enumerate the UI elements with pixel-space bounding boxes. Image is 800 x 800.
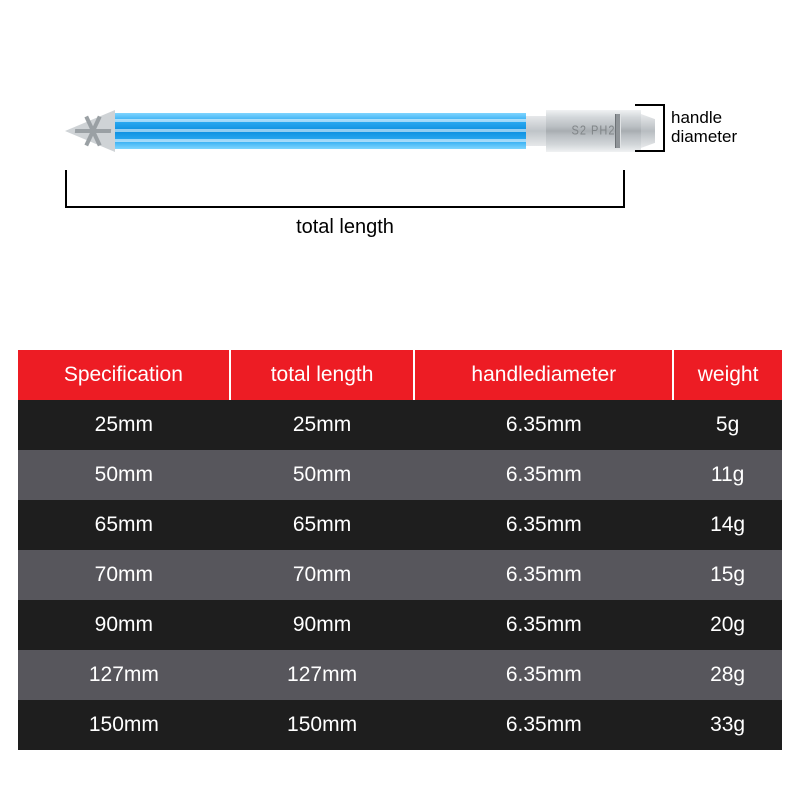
table-cell: 6.35mm	[414, 600, 673, 650]
table-cell: 11g	[673, 450, 782, 500]
column-header: handlediameter	[414, 350, 673, 400]
table-row: 65mm65mm6.35mm14g	[18, 500, 782, 550]
shank-groove-icon	[615, 114, 621, 148]
table-cell: 90mm	[230, 600, 415, 650]
table-body: 25mm25mm6.35mm5g50mm50mm6.35mm11g65mm65m…	[18, 400, 782, 750]
hex-shank: S2 PH2	[546, 110, 641, 152]
table-row: 150mm150mm6.35mm33g	[18, 700, 782, 750]
bit-neck	[526, 116, 546, 146]
table-row: 90mm90mm6.35mm20g	[18, 600, 782, 650]
table-cell: 50mm	[18, 450, 230, 500]
table-header: Specificationtotal lengthhandlediameterw…	[18, 350, 782, 400]
table-cell: 6.35mm	[414, 700, 673, 750]
table-cell: 28g	[673, 650, 782, 700]
table-cell: 6.35mm	[414, 550, 673, 600]
phillips-tip-icon	[65, 110, 115, 152]
table-cell: 70mm	[230, 550, 415, 600]
table-row: 127mm127mm6.35mm28g	[18, 650, 782, 700]
table-row: 70mm70mm6.35mm15g	[18, 550, 782, 600]
screwdriver-bit: S2 PH2	[65, 110, 655, 152]
table-row: 50mm50mm6.35mm11g	[18, 450, 782, 500]
dimension-handle-diameter-label: handle diameter	[671, 108, 737, 146]
table-cell: 25mm	[18, 400, 230, 450]
dimension-handle-diameter: handle diameter	[635, 104, 745, 164]
dimension-total-length: total length	[65, 170, 625, 230]
table-cell: 25mm	[230, 400, 415, 450]
table-cell: 6.35mm	[414, 650, 673, 700]
table-cell: 6.35mm	[414, 450, 673, 500]
table-cell: 70mm	[18, 550, 230, 600]
table-cell: 127mm	[230, 650, 415, 700]
table-cell: 5g	[673, 400, 782, 450]
table-cell: 127mm	[18, 650, 230, 700]
table-cell: 15g	[673, 550, 782, 600]
table-cell: 6.35mm	[414, 500, 673, 550]
table-cell: 65mm	[18, 500, 230, 550]
column-header: weight	[673, 350, 782, 400]
table-cell: 150mm	[230, 700, 415, 750]
table-cell: 14g	[673, 500, 782, 550]
column-header: total length	[230, 350, 415, 400]
table-row: 25mm25mm6.35mm5g	[18, 400, 782, 450]
column-header: Specification	[18, 350, 230, 400]
table-cell: 65mm	[230, 500, 415, 550]
shank-stamp: S2 PH2	[572, 124, 616, 138]
table-cell: 6.35mm	[414, 400, 673, 450]
table-cell: 20g	[673, 600, 782, 650]
specification-table: Specificationtotal lengthhandlediameterw…	[18, 350, 782, 750]
table-cell: 90mm	[18, 600, 230, 650]
table-cell: 33g	[673, 700, 782, 750]
bit-shaft	[115, 113, 526, 149]
product-diagram: S2 PH2 total length handle diameter	[65, 110, 725, 250]
dimension-total-length-label: total length	[65, 216, 625, 239]
table-cell: 150mm	[18, 700, 230, 750]
table-cell: 50mm	[230, 450, 415, 500]
